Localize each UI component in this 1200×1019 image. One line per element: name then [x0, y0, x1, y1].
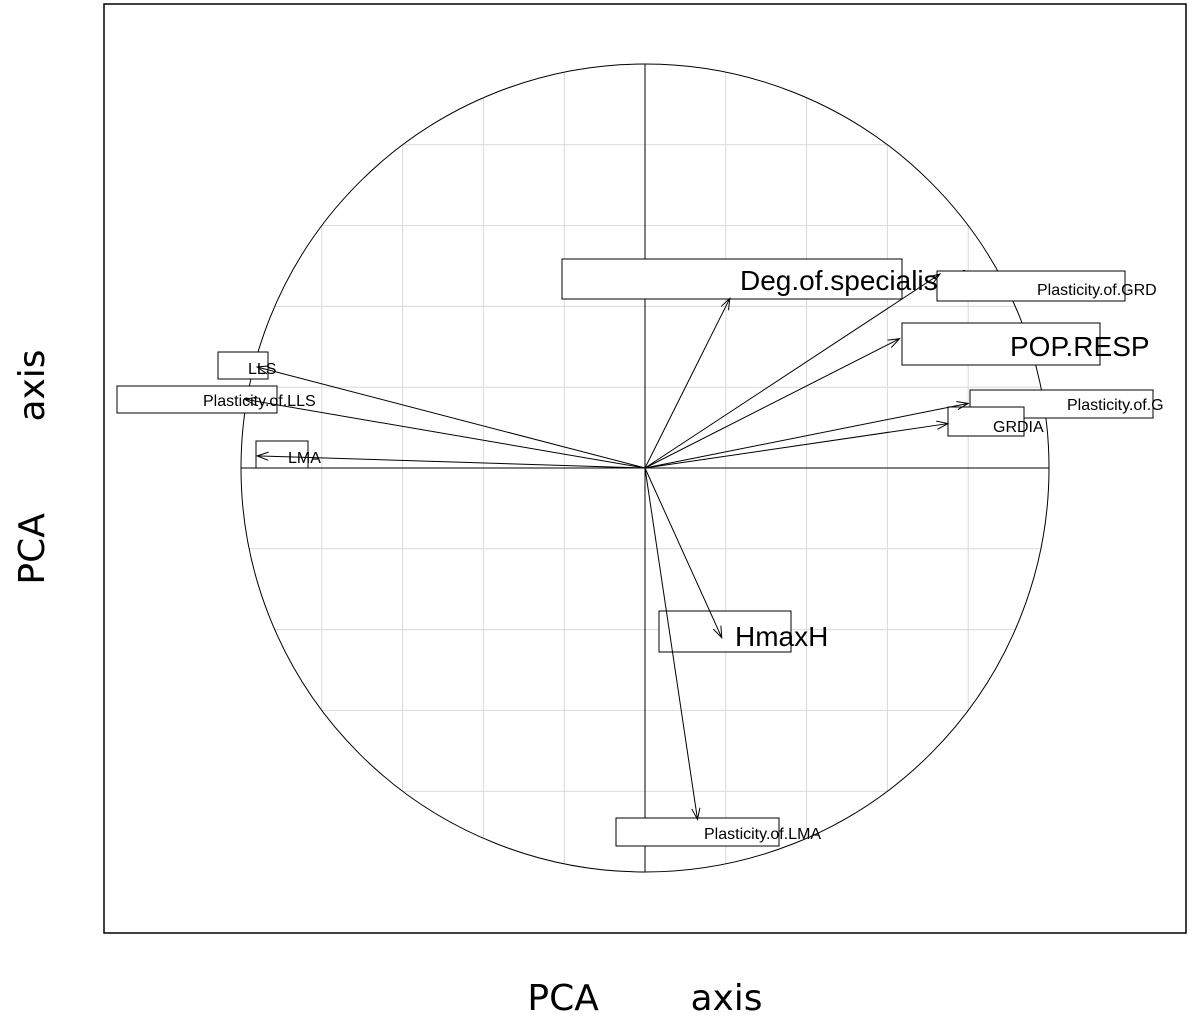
arrowhead-Plasticity.of.GRD [928, 273, 942, 285]
label-POP.RESP: POP.RESP [1010, 331, 1150, 362]
label-GRDIA: GRDIA [993, 419, 1044, 436]
vector-POP.RESP [644, 338, 900, 469]
arrowhead-Deg.of.specialisation [720, 297, 731, 311]
vector-Plasticity.of.GRD [644, 273, 941, 469]
label-box-Deg.of.specialisation [561, 258, 903, 300]
label-box-Plasticity.of.LLS [116, 385, 278, 414]
label-Plasticity.of.GRD: Plasticity.of.GRD [1037, 282, 1157, 299]
vector-Plasticity.of.LMA [644, 467, 699, 820]
arrowhead-POP.RESP [887, 338, 901, 348]
x-axis-title: PCA axis [527, 978, 762, 1019]
label-box-HmaxH [658, 610, 792, 653]
vector-LMA [257, 455, 646, 469]
label-LLS: LLS [248, 361, 276, 378]
label-LMA: LMA [288, 450, 321, 467]
vector-Deg.of.specialisation [644, 298, 731, 469]
arrowhead-LLS [255, 365, 270, 375]
arrowhead-HmaxH [713, 625, 723, 640]
vector-HmaxH [644, 467, 723, 638]
label-box-GRDIA [947, 406, 1025, 437]
variable-vectors [243, 273, 970, 821]
y-axis-title: PCA axis [12, 349, 53, 584]
arrowhead-Plasticity.of.G [956, 401, 970, 411]
label-box-LMA [255, 440, 309, 469]
label-Plasticity.of.LMA: Plasticity.of.LMA [704, 826, 821, 843]
arrowhead-Plasticity.of.LLS [243, 396, 257, 406]
arrowhead-GRDIA [936, 420, 950, 430]
label-box-Plasticity.of.GRD [936, 270, 1126, 302]
correlation-circle [240, 63, 1050, 873]
label-box-Plasticity.of.LMA [615, 817, 780, 847]
vector-Plasticity.of.G [644, 402, 969, 469]
label-HmaxH: HmaxH [735, 621, 828, 652]
plot-frame [103, 3, 1187, 934]
vector-GRDIA [644, 423, 949, 469]
arrowhead-LMA [255, 451, 269, 461]
variable-labels: Deg.of.specialisation Plasticity.of.GRDPO… [116, 258, 1164, 847]
label-box-POP.RESP [901, 322, 1101, 366]
label-Plasticity.of.G: Plasticity.of.G [1067, 397, 1164, 414]
arrowhead-Plasticity.of.LMA [691, 807, 701, 821]
vector-LLS [257, 366, 646, 469]
vector-Plasticity.of.LLS [244, 398, 646, 469]
